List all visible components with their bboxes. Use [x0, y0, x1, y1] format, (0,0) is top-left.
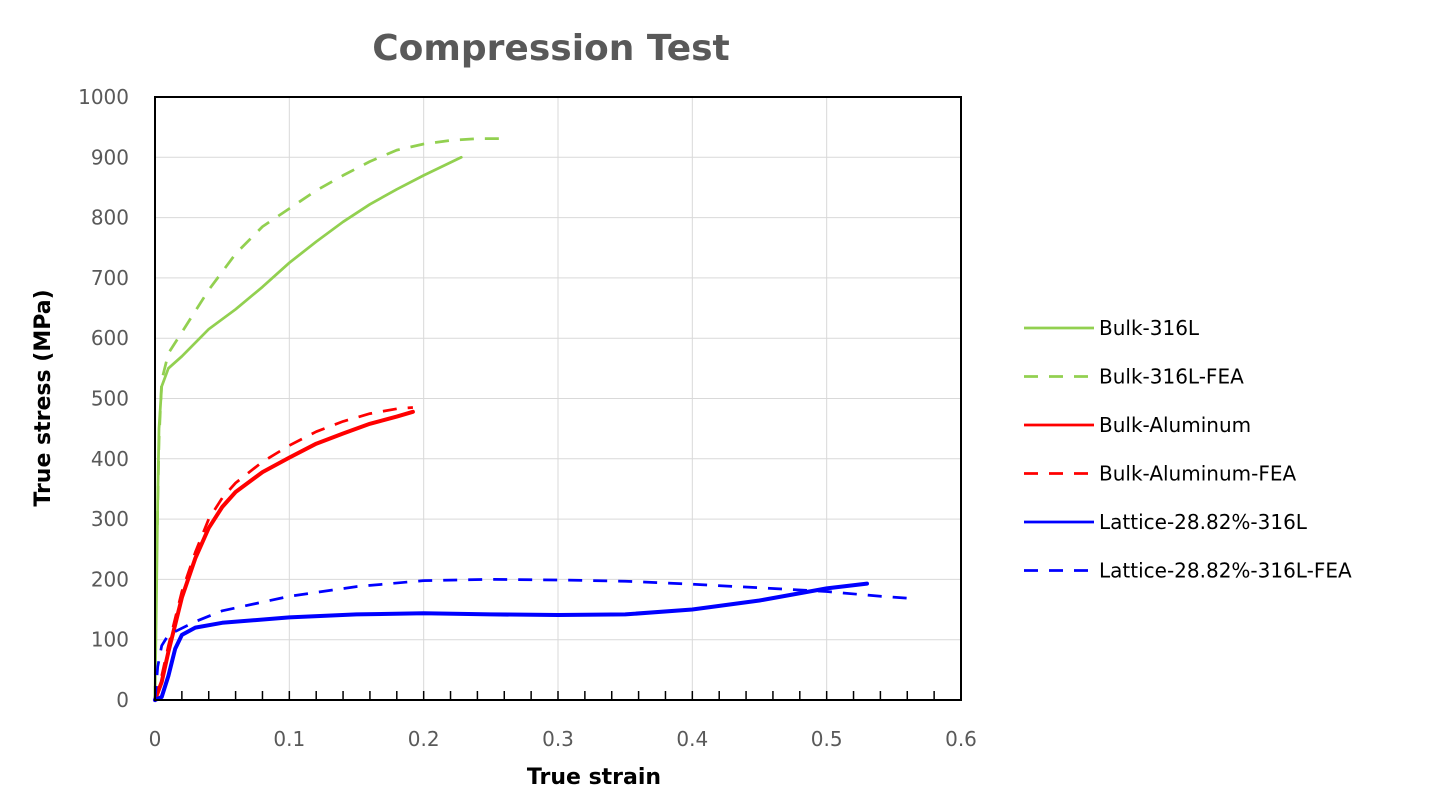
x-tick-label: 0.1 [273, 727, 305, 751]
y-tick-label: 100 [91, 628, 129, 652]
x-tick-label: 0.4 [676, 727, 708, 751]
legend-label-2: Bulk-316L-FEA [1099, 365, 1244, 389]
x-tick-label: 0.2 [408, 727, 440, 751]
chart-title: Compression Test [372, 28, 730, 69]
y-tick-label: 700 [91, 266, 129, 290]
series-line-2 [153, 137, 507, 701]
legend-label-3: Bulk-Aluminum [1099, 413, 1251, 437]
legend-label-4: Bulk-Aluminum-FEA [1099, 462, 1296, 486]
legend-label-5: Lattice-28.82%-316L [1099, 510, 1308, 534]
y-tick-label: 600 [91, 326, 129, 350]
series-layer [153, 137, 915, 702]
legend-label-1: Bulk-316L [1099, 316, 1200, 340]
series-line-1 [153, 155, 463, 702]
series-line-4 [153, 406, 414, 701]
grid [155, 97, 961, 700]
legend: Bulk-316L Bulk-316L-FEA Bulk-Aluminum Bulk-… [1024, 316, 1352, 583]
series-line-3 [153, 409, 415, 702]
x-tick-label: 0.5 [811, 727, 843, 751]
series-line-5 [153, 581, 869, 702]
legend-label-6: Lattice-28.82%-316L-FEA [1099, 559, 1352, 583]
y-tick-label: 400 [91, 447, 129, 471]
y-tick-label: 300 [91, 507, 129, 531]
y-tick-label: 0 [116, 688, 129, 712]
y-tick-label: 800 [91, 206, 129, 230]
y-tick-label: 1000 [78, 85, 129, 109]
y-tick-label: 200 [91, 567, 129, 591]
x-tick-label: 0.3 [542, 727, 574, 751]
x-axis-title: True strain [527, 765, 661, 790]
y-tick-label: 500 [91, 387, 129, 411]
series-line-6 [153, 578, 915, 701]
ticks: 0 100 200 300 400 500 600 700 800 900 1000 0 0.1 0.2 0… [78, 85, 977, 751]
y-tick-label: 900 [91, 145, 129, 169]
y-axis-title: True stress (MPa) [31, 289, 56, 506]
x-tick-label: 0.6 [945, 727, 977, 751]
x-tick-label: 0 [149, 727, 162, 751]
